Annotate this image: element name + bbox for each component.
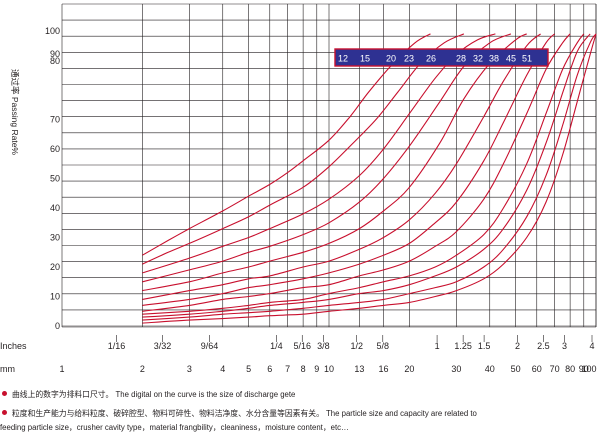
mm-tick-label: 3 (187, 364, 192, 374)
note-text-2: 粒度和生产能力与给料粒度、破碎腔型、物料可碎性、物料洁净度、水分含量等因素有关。… (12, 409, 477, 418)
legend-label: 51 (522, 54, 532, 64)
legend-label: 28 (456, 54, 466, 64)
inch-tick-label: 3/8 (317, 341, 330, 351)
curve-line (142, 33, 512, 283)
inch-tick-label: 1 (435, 341, 440, 351)
legend-label: 26 (426, 54, 436, 64)
curve-line (142, 33, 431, 256)
mm-tick-label: 5 (246, 364, 251, 374)
y-tick-label: 100 (45, 26, 60, 36)
y-tick-label: 20 (50, 262, 60, 272)
inch-tick-label: 4 (589, 341, 594, 351)
inch-tick-label: 1/4 (270, 341, 283, 351)
curve-line (142, 33, 527, 292)
y-tick-label: 90 (50, 49, 60, 59)
legend-label: 45 (506, 54, 516, 64)
y-axis-title: 通过率 Passing Rate% (10, 69, 20, 155)
inch-tick-label: 1/16 (108, 341, 126, 351)
mm-tick-label: 30 (451, 364, 461, 374)
mm-tick-label: 60 (532, 364, 542, 374)
mm-tick-label: 13 (354, 364, 364, 374)
inch-tick-label: 2 (515, 341, 520, 351)
curve-line (142, 33, 541, 300)
mm-tick-label: 1 (59, 364, 64, 374)
mm-tick-label: 20 (404, 364, 414, 374)
note-text-1: 曲线上的数字为排料口尺寸。 The digital on the curve i… (12, 390, 296, 399)
inch-tick-label: 3 (562, 341, 567, 351)
y-tick-label: 30 (50, 233, 60, 243)
legend-label: 38 (489, 54, 499, 64)
curve-line (142, 33, 597, 324)
legend-label: 32 (473, 54, 483, 64)
mm-tick-label: 16 (378, 364, 388, 374)
mm-axis-title: mm (0, 364, 15, 374)
y-tick-label: 70 (50, 115, 60, 125)
curve-line (142, 33, 585, 315)
inch-tick-label: 1.5 (478, 341, 491, 351)
note-capacity-continued: feeding particle size，crusher cavity typ… (0, 423, 349, 432)
legend-label: 12 (338, 54, 348, 64)
size-legend-box: 12 15 20 23 26 28 32 38 45 51 (334, 48, 549, 67)
note-capacity: 粒度和生产能力与给料粒度、破碎腔型、物料可碎性、物料洁净度、水分含量等因素有关。… (0, 407, 477, 420)
inches-axis-title: Inches (0, 341, 27, 351)
curve-group (142, 33, 597, 324)
inch-tick-label: 5/16 (293, 341, 311, 351)
mm-tick-label: 40 (485, 364, 495, 374)
y-tick-label: 60 (50, 144, 60, 154)
mm-tick-label: 50 (511, 364, 521, 374)
bullet-icon (2, 391, 7, 396)
curve-line (142, 33, 496, 274)
mm-tick-label: 100 (581, 364, 596, 374)
chart-grid (61, 3, 597, 328)
inch-tick-label: 3/32 (154, 341, 172, 351)
curve-line (142, 33, 571, 312)
mm-tick-label: 7 (285, 364, 290, 374)
y-tick-label: 80 (50, 56, 60, 66)
mm-tick-label: 90 (579, 364, 589, 374)
mm-tick-label: 4 (220, 364, 225, 374)
inch-tick-label: 9/64 (201, 341, 219, 351)
curve-line (142, 33, 556, 306)
mm-tick-label: 10 (324, 364, 334, 374)
inch-tick-label: 1/2 (350, 341, 363, 351)
curve-line (142, 33, 591, 318)
mm-tick-label: 8 (301, 364, 306, 374)
legend-label: 23 (404, 54, 414, 64)
bullet-icon (2, 410, 7, 415)
curve-line (142, 33, 597, 321)
inch-tick-label: 5/8 (377, 341, 390, 351)
mm-tick-label: 9 (314, 364, 319, 374)
y-tick-label: 50 (50, 174, 60, 184)
note-discharge-size: 曲线上的数字为排料口尺寸。 The digital on the curve i… (0, 388, 295, 401)
mm-tick-label: 2 (140, 364, 145, 374)
y-tick-label: 10 (50, 292, 60, 302)
legend-label: 20 (386, 54, 396, 64)
x-axis: Inches 1/16 3/32 9/64 1/4 5/16 3/8 1/2 5/8 1 1.25 1… (0, 335, 597, 374)
y-tick-label: 40 (50, 203, 60, 213)
mm-tick-label: 80 (565, 364, 575, 374)
inch-tick-label: 2.5 (537, 341, 550, 351)
inch-tick-label: 1.25 (454, 341, 472, 351)
y-tick-label: 0 (55, 321, 60, 331)
mm-tick-label: 6 (267, 364, 272, 374)
legend-box-bg (334, 48, 549, 67)
legend-label: 15 (360, 54, 370, 64)
mm-tick-label: 70 (550, 364, 560, 374)
